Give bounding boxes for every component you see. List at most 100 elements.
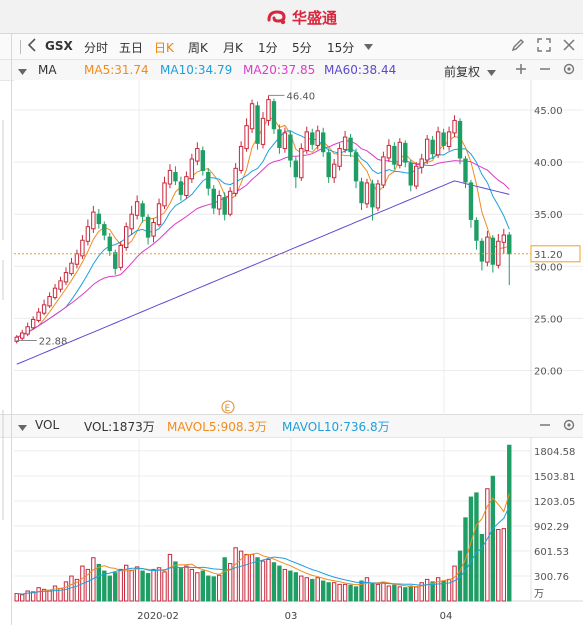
draw-pen-icon[interactable] [511,38,525,55]
volume-bar-up [337,583,342,602]
add-indicator-icon[interactable] [514,62,528,79]
candle-up [69,262,74,275]
volume-bar-down [321,580,326,602]
ma60-line [16,180,510,365]
ma-collapse-icon[interactable] [18,65,27,79]
tab-period-intraday[interactable]: 分时 [84,41,109,55]
close-icon[interactable] [562,38,576,55]
candle-down [326,152,331,178]
volume-bar-down [408,585,413,602]
volume-bar-down [206,575,211,602]
vol-collapse-icon[interactable] [18,421,27,435]
candle-up [446,131,452,147]
candle-down [392,145,397,165]
candle-up [419,158,424,168]
candle-up [162,182,167,207]
candle-up [129,213,134,230]
volume-bar-up [485,488,490,602]
candle-down [173,172,178,182]
volume-bar-up [414,586,419,602]
ma-indicator-name[interactable]: MA [38,63,57,77]
candle-down [145,216,151,238]
tab-period-1min[interactable]: 1分 [258,41,278,55]
candle-up [189,158,195,180]
price-chart[interactable]: 45.00 40.00 35.00 30.00 25.00 20.00 31.20 46.4… [0,80,583,414]
adjust-mode-dropdown[interactable]: 前复权 [444,65,481,79]
dropdown-chevron-icon[interactable] [364,40,373,54]
candle-down [468,182,474,220]
volume-bar-up [266,558,271,602]
date-axis: 2020-02 03 04 [137,611,452,622]
volume-tick-label: 1503.81 [534,472,575,483]
candle-down [353,152,359,182]
collapse-left-icon[interactable] [27,38,37,55]
volume-bar-up [52,585,58,602]
candle-down [463,158,468,183]
tab-period-5day[interactable]: 五日 [119,41,144,55]
candle-up [238,145,244,171]
price-tick-label: 45.00 [534,106,563,117]
volume-bar-up [118,568,123,602]
fullscreen-icon[interactable] [537,38,551,55]
candle-up [30,318,36,329]
volume-bar-up [195,572,200,602]
tab-period-monthly[interactable]: 月K [223,41,243,55]
tab-period-weekly[interactable]: 周K [188,41,208,55]
volume-bar-up [419,582,424,602]
tab-period-5min[interactable]: 5分 [292,41,312,55]
volume-bar-up [260,560,266,602]
volume-bar-down [441,580,446,602]
volume-chart[interactable]: 1804.58 1503.81 1203.05 902.29 601.53 300.76 万… [0,437,583,625]
volume-bar-up [381,582,386,602]
vol-indicator-name[interactable]: VOL [35,418,60,432]
settings-gear-icon[interactable] [562,62,576,79]
volume-bar-up [189,568,195,602]
volume-bar-down [211,576,216,602]
candle-up [342,136,348,151]
tab-period-15min[interactable]: 15分 [327,41,355,55]
app-logo: 华盛通 [266,6,337,28]
candle-up [227,190,233,215]
volume-bar-up [233,547,238,602]
volume-bar-up [397,586,403,602]
candle-up [364,182,370,205]
vol-settings-gear-icon[interactable] [562,418,576,435]
vol-minus-icon[interactable] [538,418,552,435]
volume-bar-down [359,580,364,602]
volume-bar-up [424,578,430,602]
volume-bar-up [364,577,370,602]
candle-down [310,132,315,145]
high-price-label: 46.40 [286,91,315,102]
volume-bar-up [375,583,381,602]
volume-bar-down [490,475,496,602]
volume-bar-up [331,582,337,602]
volume-bar-up [342,583,348,602]
candle-down [430,139,435,155]
candle-up [74,253,80,265]
candle-up [58,280,63,290]
candle-up [260,117,266,145]
tab-period-daily[interactable]: 日K [154,41,174,55]
mavol10-value: MAVOL10:736.8万 [282,420,390,434]
volume-tick-label: 1804.58 [534,447,575,458]
price-tick-label: 30.00 [534,262,563,273]
candle-up [397,141,403,166]
candle-up [233,167,238,194]
price-tick-label: 20.00 [534,367,563,378]
volume-bar-up [299,575,304,602]
candle-up [123,226,129,249]
volume-bar-down [370,583,375,602]
period-toolbar: GSX 分时 五日 日K 周K 月K 1分 5分 15分 [0,34,583,60]
candle-up [41,304,47,314]
minus-icon[interactable] [538,62,552,79]
volume-tick-label: 601.53 [534,547,569,558]
low-price-label: 22.88 [39,336,68,347]
price-annotations: 31.20 46.40 22.88 E [14,91,581,414]
adjust-chevron-icon[interactable] [487,66,496,80]
price-axis: 45.00 40.00 35.00 30.00 25.00 20.00 [534,106,563,378]
volume-bar-up [30,591,36,602]
volume-bar-down [479,533,485,602]
volume-bar-down [113,572,118,602]
symbol-label[interactable]: GSX [45,39,73,53]
volume-ma-lines [16,493,510,595]
